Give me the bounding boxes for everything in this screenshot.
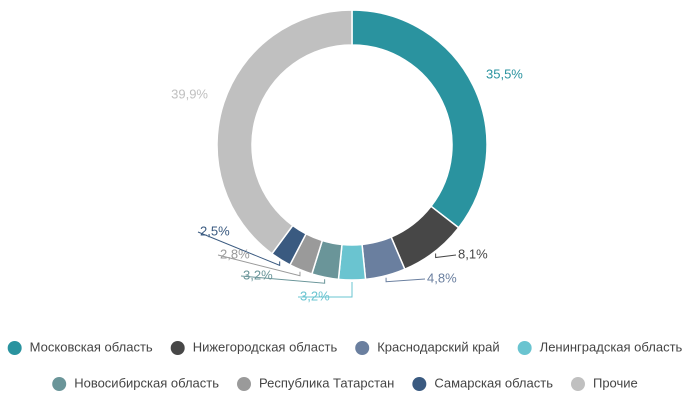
data-label: 2,8%: [220, 246, 250, 261]
donut-segment: [216, 9, 353, 255]
legend-marker: [170, 341, 185, 355]
legend-label: Краснодарский край: [377, 339, 499, 354]
donut-segment: [351, 9, 488, 229]
data-label: 2,5%: [200, 223, 230, 238]
legend-label: Самарская область: [434, 375, 553, 390]
legend-marker: [52, 377, 67, 391]
data-label: 35,5%: [486, 66, 523, 81]
legend-marker: [237, 377, 252, 391]
legend-label: Республика Татарстан: [259, 375, 394, 390]
leader-line: [385, 277, 426, 283]
legend-marker: [7, 341, 22, 355]
legend-label: Прочие: [593, 375, 638, 390]
data-label: 3,2%: [300, 288, 330, 303]
legend-label: Нижегородская область: [193, 339, 338, 354]
leader-line: [217, 254, 301, 277]
data-label: 8,1%: [458, 246, 488, 261]
leader-line: [240, 275, 326, 284]
data-label: 3,2%: [243, 267, 273, 282]
legend-marker: [355, 341, 370, 355]
legend-label: Ленинградская область: [540, 339, 683, 354]
legend-label: Новосибирская область: [74, 375, 219, 390]
data-label: 4,8%: [427, 270, 457, 285]
data-label: 39,9%: [171, 86, 208, 101]
leader-line: [197, 231, 281, 267]
leader-line: [298, 282, 353, 298]
legend-marker: [517, 341, 532, 355]
donut-segment: [337, 243, 367, 281]
legend-marker: [412, 377, 427, 391]
leader-line: [435, 253, 457, 259]
legend-marker: [570, 377, 585, 391]
legend-label: Московская область: [30, 339, 153, 354]
